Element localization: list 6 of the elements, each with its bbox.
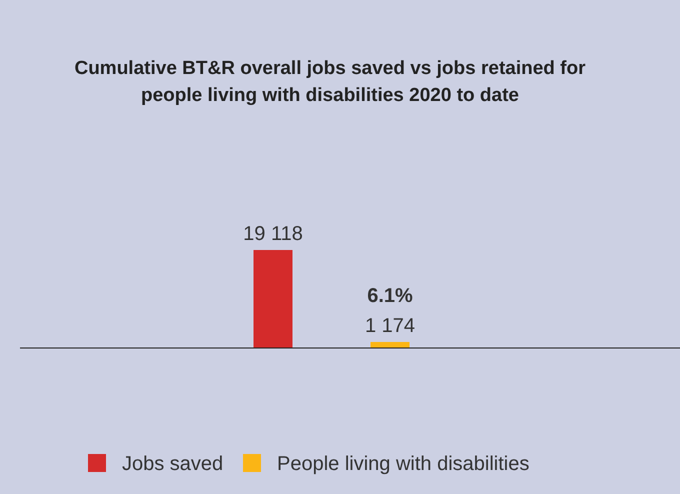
data-label: 19 118	[243, 223, 303, 245]
legend-label: People living with disabilities	[277, 453, 530, 475]
legend-label: Jobs saved	[122, 453, 224, 475]
data-label: 1 174	[364, 314, 416, 337]
annotation: 6.1%	[367, 284, 414, 307]
chart-title: Cumulative BT&R overall jobs saved vs jobs retained for people living with disabilities 2020 to date	[74, 58, 586, 106]
